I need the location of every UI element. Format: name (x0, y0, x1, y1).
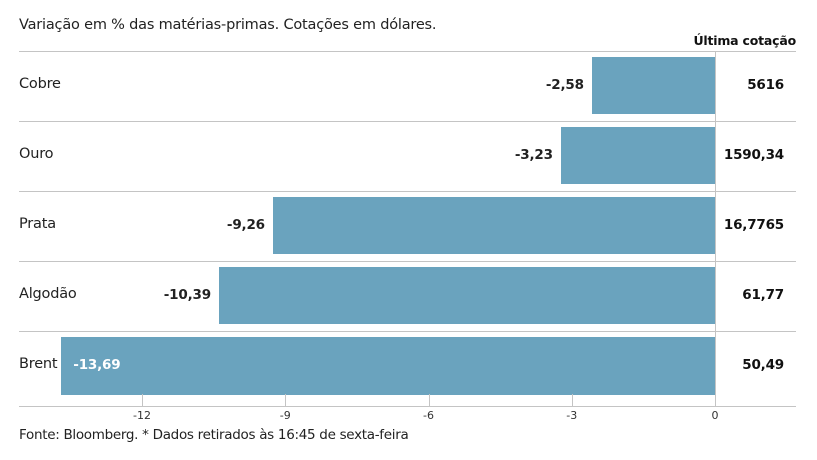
row-divider (19, 51, 796, 52)
bar (61, 337, 715, 395)
zero-line (715, 51, 716, 406)
bar-value-label: -10,39 (163, 287, 211, 303)
row-label: Prata (19, 216, 56, 232)
last-quote-value: 61,77 (742, 287, 784, 303)
x-axis-tick-label: -3 (566, 409, 578, 422)
last-quote-value: 16,7765 (723, 217, 784, 233)
x-axis-tick-label: -6 (423, 409, 434, 422)
x-axis-tick (428, 394, 430, 406)
last-quote-value: 50,49 (742, 357, 784, 373)
x-axis-line (19, 406, 796, 407)
row-label: Cobre (19, 76, 61, 92)
bar-value-label: -9,26 (226, 217, 265, 233)
bar (218, 267, 715, 324)
x-axis-tick (571, 394, 573, 406)
x-axis-tick (715, 394, 716, 406)
x-axis-tick (285, 394, 287, 406)
row-label: Algodão (19, 286, 77, 302)
row-divider (19, 121, 796, 122)
row-divider (19, 331, 796, 332)
x-axis-tick (142, 394, 143, 406)
chart-subtitle: Variação em % das matérias-primas. Cotaç… (19, 17, 437, 33)
row-divider (19, 191, 796, 192)
last-quote-value: 5616 (747, 77, 784, 93)
x-axis-tick-label: -9 (279, 409, 291, 422)
bar (591, 57, 715, 114)
x-axis-tick-label: -12 (133, 409, 151, 422)
bar (272, 197, 715, 254)
row-label: Brent (19, 356, 58, 372)
row-divider (19, 261, 796, 262)
bar-value-label: -2,58 (545, 77, 584, 93)
bar-value-label: -3,23 (514, 147, 553, 163)
row-label: Ouro (19, 146, 54, 162)
bar (560, 127, 715, 184)
bar-value-label: -13,69 (73, 357, 121, 373)
column-header-last-quote: Última cotação (693, 33, 796, 48)
x-axis-tick-label: 0 (711, 409, 719, 422)
source-footnote: Fonte: Bloomberg. * Dados retirados às 1… (19, 427, 409, 443)
last-quote-value: 1590,34 (723, 147, 784, 163)
